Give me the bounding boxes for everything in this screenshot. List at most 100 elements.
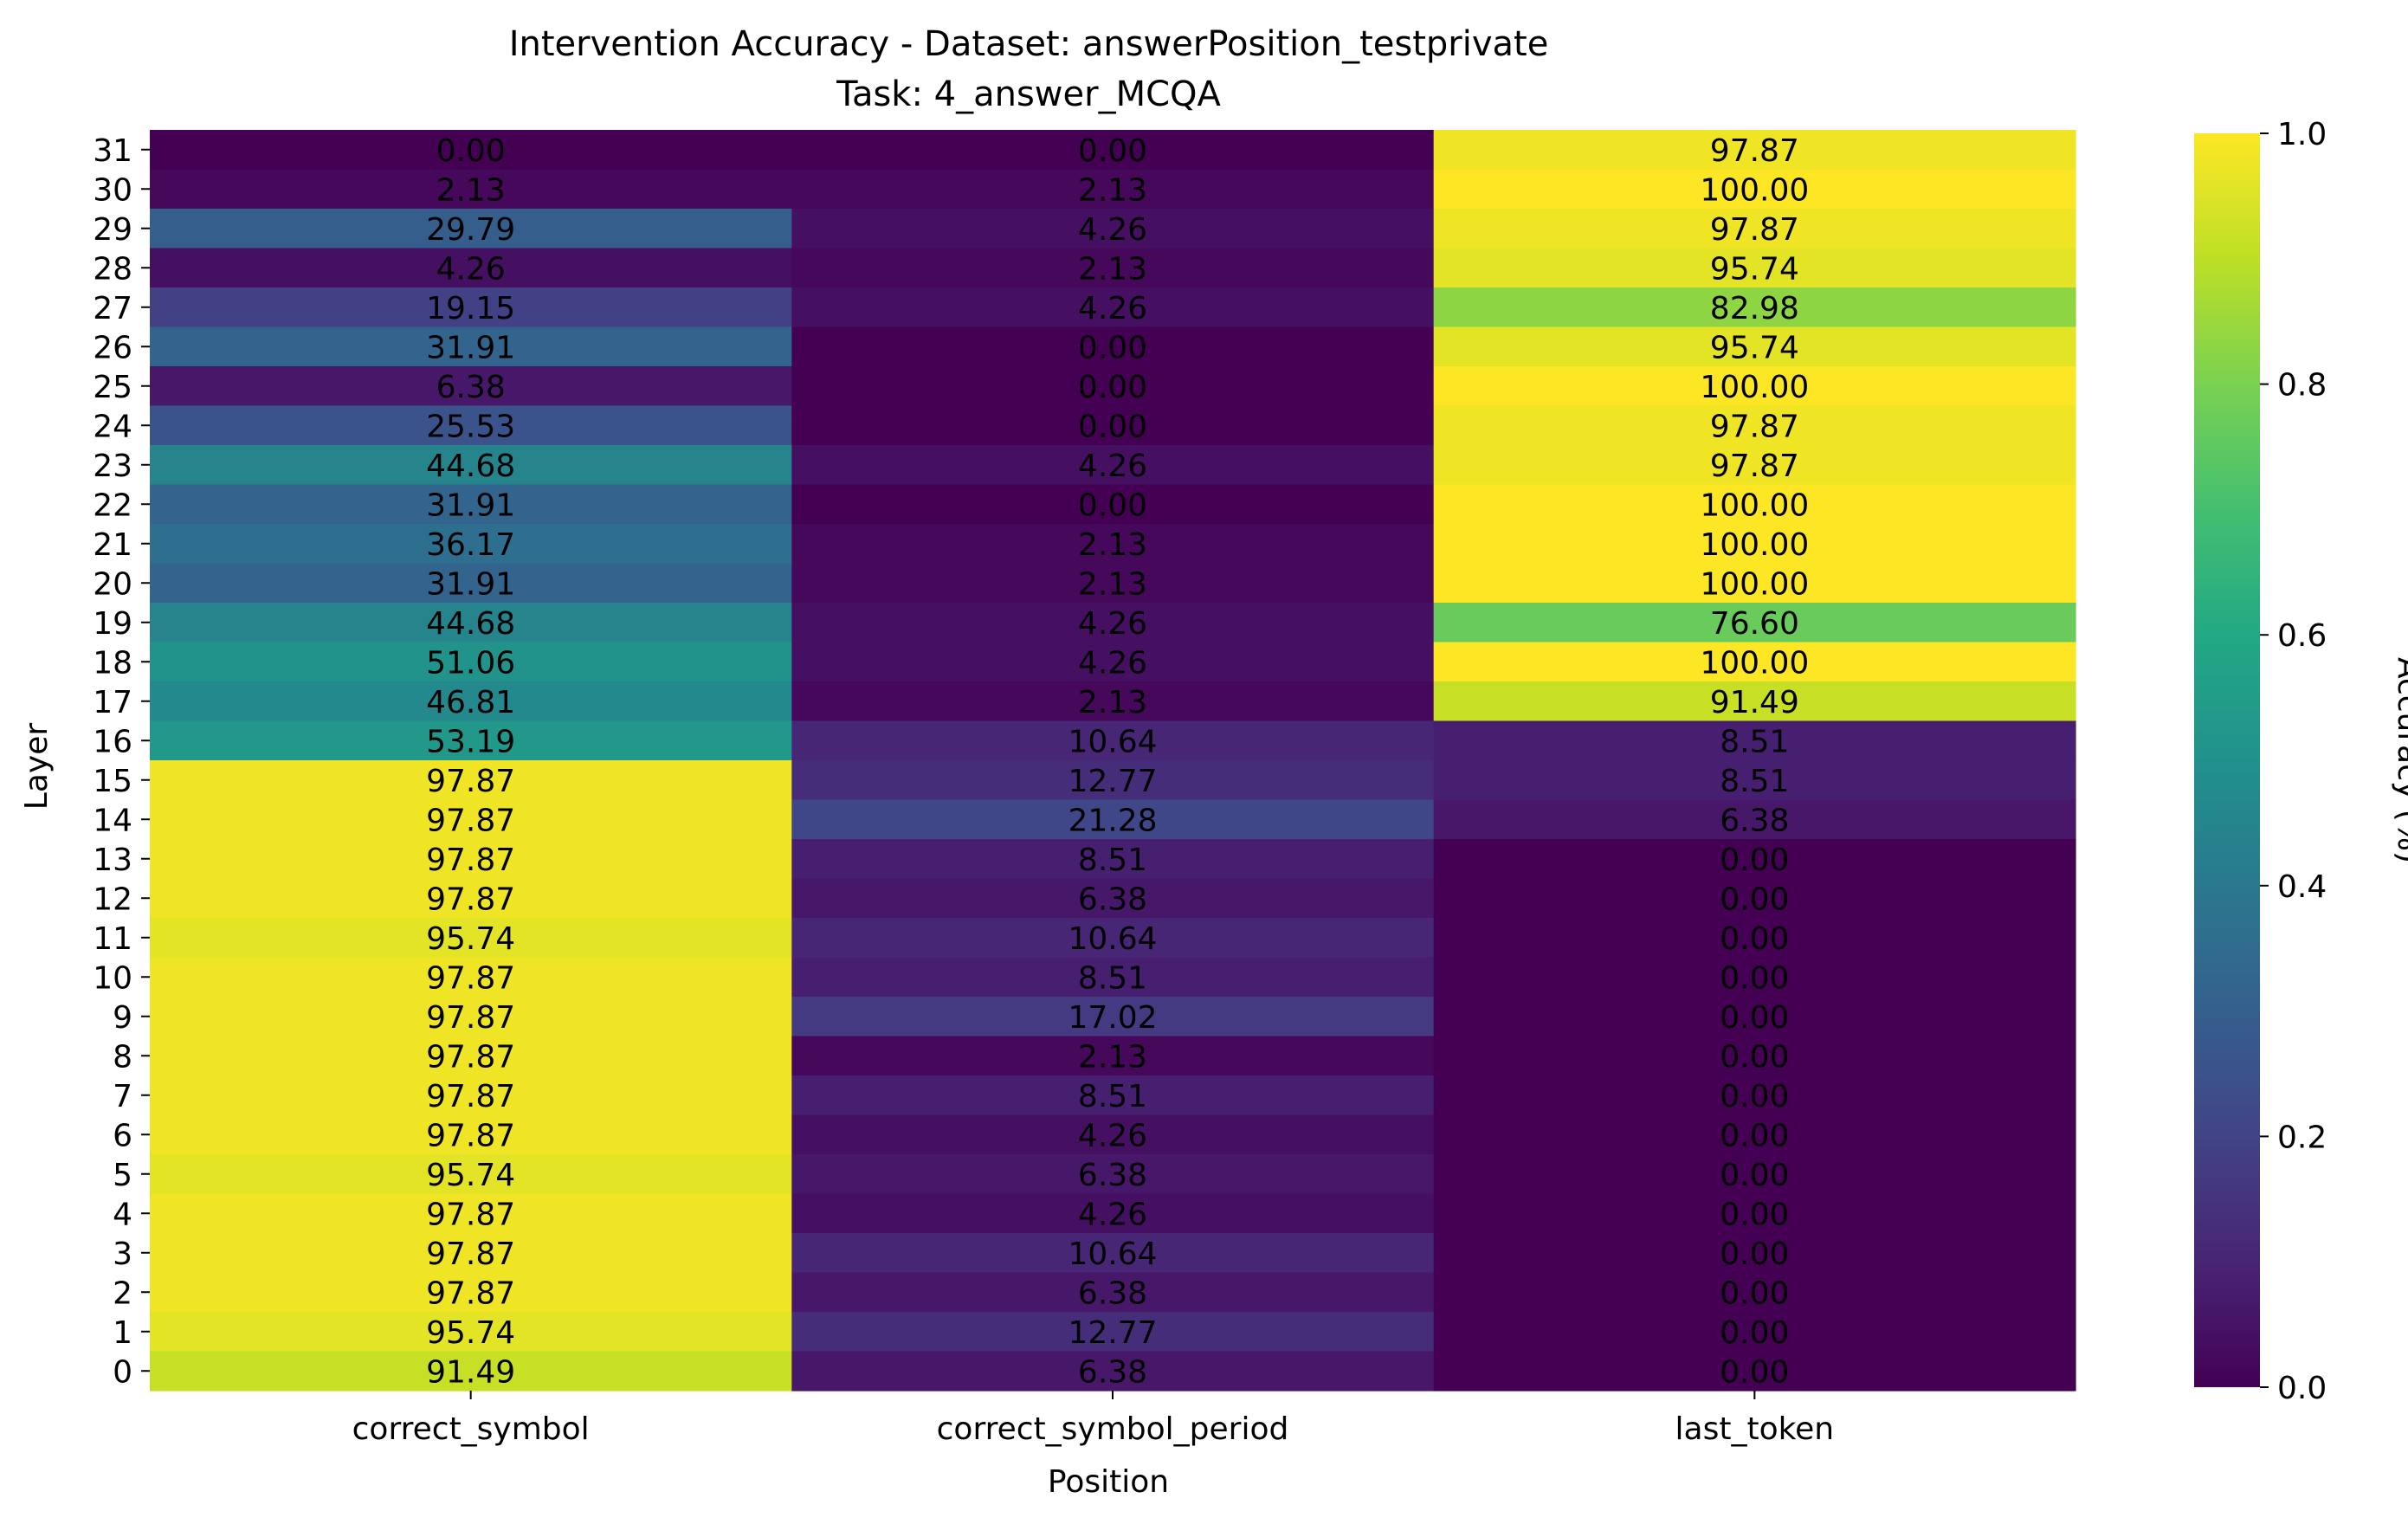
cell-value-label: 97.87: [1710, 409, 1799, 444]
heatmap-cell: [1433, 484, 2076, 525]
heatmap-cell: [791, 1312, 1435, 1353]
heatmap-cell: [791, 524, 1435, 565]
cell-value-label: 2.13: [1078, 566, 1147, 602]
colorbar-label: Accuracy (%): [2391, 657, 2408, 863]
heatmap-cell: [150, 720, 792, 761]
heatmap-cell: [1433, 1312, 2076, 1353]
cell-value-label: 46.81: [426, 685, 515, 720]
heatmap-cell: [1433, 1154, 2076, 1195]
y-tick-label: 4: [113, 1197, 132, 1232]
cell-value-label: 97.87: [1710, 133, 1799, 169]
heatmap-cell: [791, 287, 1435, 328]
y-tick-label: 0: [113, 1354, 132, 1390]
heatmap-cell: [1433, 287, 2076, 328]
heatmap-cell: [150, 1114, 792, 1155]
heatmap-cell: [150, 878, 792, 919]
cell-value-label: 95.74: [426, 921, 515, 957]
cell-value-label: 4.26: [1078, 291, 1147, 326]
cell-value-label: 8.51: [1078, 960, 1147, 996]
cell-value-label: 44.68: [426, 449, 515, 484]
cell-value-label: 25.53: [426, 409, 515, 444]
cell-value-label: 10.64: [1068, 921, 1157, 957]
x-tick-label: correct_symbol_period: [937, 1411, 1289, 1447]
cell-value-label: 97.87: [426, 1197, 515, 1232]
colorbar-tick-label: 0.8: [2277, 368, 2327, 404]
heatmap-cell: [150, 1036, 792, 1076]
cell-value-label: 97.87: [426, 1079, 515, 1114]
heatmap-cell: [150, 1075, 792, 1116]
y-tick-label: 12: [93, 881, 132, 917]
heatmap-cell: [150, 248, 792, 288]
heatmap-cell: [791, 366, 1435, 407]
heatmap-cell: [1433, 1036, 2076, 1076]
heatmap-cell: [1433, 1075, 2076, 1116]
heatmap-cell: [150, 1272, 792, 1313]
cell-value-label: 95.74: [1710, 330, 1799, 365]
heatmap-cell: [1433, 169, 2076, 210]
cell-value-label: 0.00: [1078, 488, 1147, 523]
y-tick-label: 31: [93, 133, 132, 169]
y-tick-label: 13: [93, 843, 132, 878]
cell-value-label: 95.74: [426, 1158, 515, 1193]
cell-value-label: 6.38: [1078, 1158, 1147, 1193]
cell-value-label: 6.38: [436, 370, 506, 405]
heatmap-cell: [150, 957, 792, 998]
cell-value-label: 97.87: [426, 803, 515, 838]
cell-value-label: 0.00: [1720, 1158, 1789, 1193]
cell-value-label: 0.00: [1720, 843, 1789, 878]
heatmap-cell: [1433, 997, 2076, 1037]
cell-value-label: 21.28: [1068, 803, 1157, 838]
heatmap-cell: [791, 1233, 1435, 1274]
heatmap-cell: [150, 997, 792, 1037]
cell-value-label: 8.51: [1078, 843, 1147, 878]
y-tick-label: 6: [113, 1118, 132, 1153]
heatmap-cell: [150, 169, 792, 210]
colorbar-gradient: [2194, 133, 2260, 1387]
heatmap-cell: [150, 839, 792, 880]
y-tick-label: 10: [93, 960, 132, 996]
cell-value-label: 100.00: [1700, 645, 1809, 681]
cell-value-label: 91.49: [1710, 685, 1799, 720]
x-tick-label: correct_symbol: [352, 1411, 590, 1447]
y-tick-label: 21: [93, 527, 132, 563]
y-tick-label: 3: [113, 1237, 132, 1272]
cell-value-label: 2.13: [1078, 172, 1147, 208]
y-tick-label: 28: [93, 251, 132, 287]
cell-value-label: 17.02: [1068, 1000, 1157, 1036]
y-tick-label: 24: [93, 409, 132, 444]
y-tick-label: 17: [93, 685, 132, 720]
y-tick-label: 19: [93, 606, 132, 642]
heatmap-cell: [1433, 1233, 2076, 1274]
heatmap-cell: [791, 169, 1435, 210]
heatmap-cell: [150, 1351, 792, 1392]
heatmap-cell: [791, 1075, 1435, 1116]
y-tick-label: 23: [93, 449, 132, 484]
heatmap-cell: [150, 405, 792, 446]
cell-value-label: 0.00: [1720, 1118, 1789, 1153]
y-tick-label: 16: [93, 724, 132, 759]
heatmap-cell: [150, 799, 792, 840]
x-tick-label: last_token: [1675, 1411, 1835, 1447]
cell-value-label: 29.79: [426, 212, 515, 248]
heatmap-cell: [150, 1154, 792, 1195]
y-tick-label: 29: [93, 212, 132, 248]
cell-value-label: 2.13: [1078, 251, 1147, 287]
cell-value-label: 97.87: [426, 881, 515, 917]
cell-value-label: 95.74: [426, 1315, 515, 1351]
cell-value-label: 12.77: [1068, 764, 1157, 799]
cell-value-label: 97.87: [426, 764, 515, 799]
cell-value-label: 97.87: [1710, 449, 1799, 484]
heatmap-cell: [791, 760, 1435, 801]
cell-value-label: 100.00: [1700, 566, 1809, 602]
cell-value-label: 0.00: [1078, 409, 1147, 444]
cell-value-label: 4.26: [1078, 1118, 1147, 1153]
y-tick-label: 8: [113, 1039, 132, 1075]
heatmap-cell: [150, 445, 792, 486]
heatmap-cell: [791, 130, 1435, 171]
heatmap-cell: [791, 997, 1435, 1037]
heatmap-cell: [150, 918, 792, 959]
heatmap-cell: [150, 642, 792, 682]
cell-value-label: 0.00: [1720, 1315, 1789, 1351]
cell-value-label: 2.13: [1078, 1039, 1147, 1075]
heatmap-cell: [150, 1312, 792, 1353]
